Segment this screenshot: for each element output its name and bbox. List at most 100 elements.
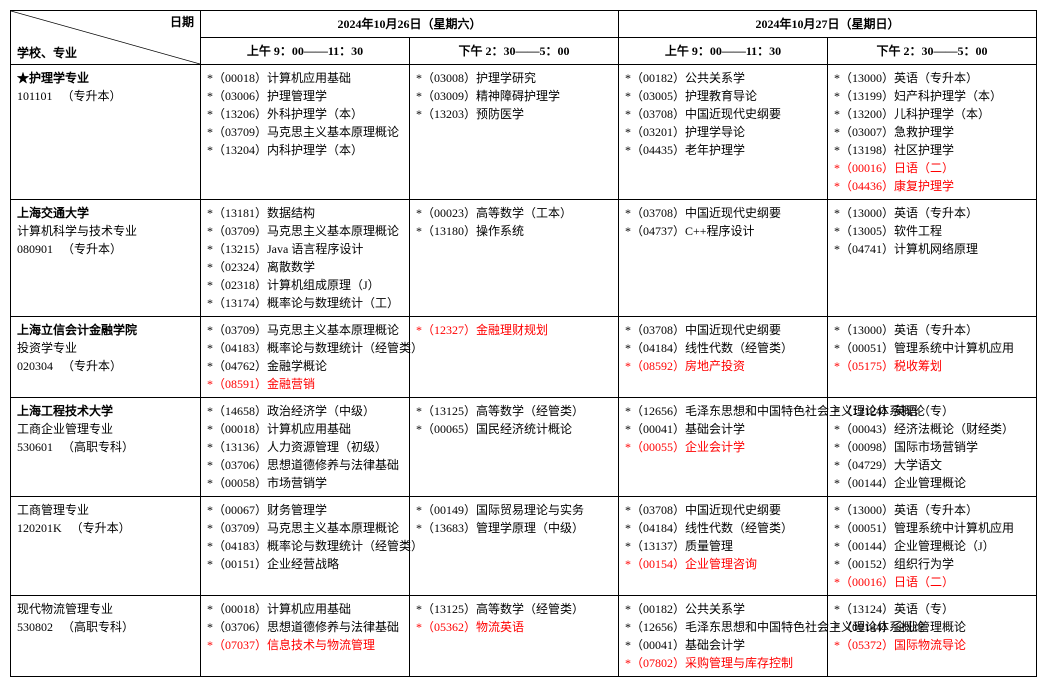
course-item: *（00018）计算机应用基础 (207, 600, 403, 618)
course-item: *（03007）急救护理学 (834, 123, 1030, 141)
course-item: *（03009）精神障碍护理学 (416, 87, 612, 105)
course-item: *（03006）护理管理学 (207, 87, 403, 105)
course-item: *（13000）英语（专升本） (834, 69, 1030, 87)
course-item: *（07802）采购管理与库存控制 (625, 654, 821, 672)
course-item: *（00182）公共关系学 (625, 600, 821, 618)
header-d2s1: 上午 9：00——11：30 (619, 38, 828, 65)
course-item: *（04184）线性代数（经管类） (625, 519, 821, 537)
course-item: *（13204）内科护理学（本） (207, 141, 403, 159)
course-item: *（00023）高等数学（工本） (416, 204, 612, 222)
course-item: *（00058）市场营销学 (207, 474, 403, 492)
course-item: *（12327）金融理财规划 (416, 321, 612, 339)
schedule-body: ★护理学专业101101 （专升本）*（00018）计算机应用基础*（03006… (11, 65, 1037, 677)
course-item: *（03706）思想道德修养与法律基础 (207, 456, 403, 474)
course-item: *（04737）C++程序设计 (625, 222, 821, 240)
major-info: 工商管理专业 (17, 501, 194, 519)
course-item: *（08592）房地产投资 (625, 357, 821, 375)
slot-d2s1: *（03708）中国近现代史纲要*（04184）线性代数（经管类）*（08592… (619, 317, 828, 398)
course-item: *（00067）财务管理学 (207, 501, 403, 519)
course-item: *（00055）企业会计学 (625, 438, 821, 456)
course-item: *（13000）英语（专升本） (834, 204, 1030, 222)
course-item: *（00018）计算机应用基础 (207, 420, 403, 438)
course-item: *（13124）英语（专） (834, 402, 1030, 420)
slot-d1s2: *（13125）高等数学（经管类）*（00065）国民经济统计概论 (410, 398, 619, 497)
course-item: *（00152）组织行为学 (834, 555, 1030, 573)
slot-d2s1: *（00182）公共关系学*（03005）护理教育导论*（03708）中国近现代… (619, 65, 828, 200)
course-item: *（03709）马克思主义基本原理概论 (207, 123, 403, 141)
school-cell: 上海立信会计金融学院投资学专业020304 （专升本） (11, 317, 201, 398)
course-item: *（00144）企业管理概论 (834, 474, 1030, 492)
table-row: 上海交通大学计算机科学与技术专业080901 （专升本）*（13181）数据结构… (11, 200, 1037, 317)
slot-d1s2: *（00149）国际贸易理论与实务*（13683）管理学原理（中级） (410, 497, 619, 596)
slot-d2s2: *（13124）英语（专）*（00043）经济法概论（财经类）*（00098）国… (828, 398, 1037, 497)
course-item: *（13683）管理学原理（中级） (416, 519, 612, 537)
course-item: *（03708）中国近现代史纲要 (625, 501, 821, 519)
course-item: *（03201）护理学导论 (625, 123, 821, 141)
diagonal-header: 日期 学校、专业 (11, 11, 201, 65)
school-name: 上海工程技术大学 (17, 402, 194, 420)
course-item: *（03708）中国近现代史纲要 (625, 321, 821, 339)
major-info: 020304 （专升本） (17, 357, 194, 375)
course-item: *（14658）政治经济学（中级） (207, 402, 403, 420)
course-item: *（13136）人力资源管理（初级） (207, 438, 403, 456)
major-info: 现代物流管理专业 (17, 600, 194, 618)
course-item: *（13215）Java 语言程序设计 (207, 240, 403, 258)
header-d1s1: 上午 9：00——11：30 (201, 38, 410, 65)
table-row: 上海工程技术大学工商企业管理专业530601 （高职专科） *（14658）政治经… (11, 398, 1037, 497)
school-cell: 上海工程技术大学工商企业管理专业530601 （高职专科） (11, 398, 201, 497)
course-item: *（03709）马克思主义基本原理概论 (207, 321, 403, 339)
course-item: *（08591）金融营销 (207, 375, 403, 393)
major-info: 投资学专业 (17, 339, 194, 357)
course-item: *（03706）思想道德修养与法律基础 (207, 618, 403, 636)
table-row: 上海立信会计金融学院投资学专业020304 （专升本）*（03709）马克思主义… (11, 317, 1037, 398)
slot-d2s1: *（03708）中国近现代史纲要*（04737）C++程序设计 (619, 200, 828, 317)
course-item: *（13206）外科护理学（本） (207, 105, 403, 123)
course-item: *（04184）线性代数（经管类） (625, 339, 821, 357)
school-cell: 工商管理专业120201K （专升本） (11, 497, 201, 596)
course-item: *（13137）质量管理 (625, 537, 821, 555)
course-item: *（00154）企业管理咨询 (625, 555, 821, 573)
slot-d2s1: *（03708）中国近现代史纲要*（04184）线性代数（经管类）*（13137… (619, 497, 828, 596)
header-date-label: 日期 (170, 13, 194, 31)
slot-d1s1: *（13181）数据结构*（03709）马克思主义基本原理概论*（13215）J… (201, 200, 410, 317)
course-item: *（12656）毛泽东思想和中国特色社会主义理论体系概论 (625, 402, 821, 420)
course-item: *（03709）马克思主义基本原理概论 (207, 519, 403, 537)
course-item: *（00018）计算机应用基础 (207, 69, 403, 87)
course-item: *（00149）国际贸易理论与实务 (416, 501, 612, 519)
major-info: 530601 （高职专科） (17, 438, 194, 456)
course-item: *（04436）康复护理学 (834, 177, 1030, 195)
slot-d1s2: *（13125）高等数学（经管类）*（05362）物流英语 (410, 596, 619, 677)
course-item: *（13198）社区护理学 (834, 141, 1030, 159)
table-row: 现代物流管理专业530802 （高职专科） *（00018）计算机应用基础*（03… (11, 596, 1037, 677)
header-d2s2: 下午 2：30——5：00 (828, 38, 1037, 65)
course-item: *（07037）信息技术与物流管理 (207, 636, 403, 654)
major-info: 101101 （专升本） (17, 87, 194, 105)
slot-d2s1: *（00182）公共关系学*（12656）毛泽东思想和中国特色社会主义理论体系概… (619, 596, 828, 677)
school-name: 上海立信会计金融学院 (17, 321, 194, 339)
course-item: *（00065）国民经济统计概论 (416, 420, 612, 438)
course-item: *（00144）企业管理概论 (834, 618, 1030, 636)
course-item: *（03005）护理教育导论 (625, 87, 821, 105)
school-name: ★护理学专业 (17, 69, 194, 87)
slot-d2s1: *（12656）毛泽东思想和中国特色社会主义理论体系概论*（00041）基础会计… (619, 398, 828, 497)
course-item: *（00043）经济法概论（财经类） (834, 420, 1030, 438)
course-item: *（13125）高等数学（经管类） (416, 600, 612, 618)
course-item: *（03008）护理学研究 (416, 69, 612, 87)
header-day2: 2024年10月27日（星期日） (619, 11, 1037, 38)
course-item: *（00016）日语（二） (834, 573, 1030, 591)
course-item: *（00041）基础会计学 (625, 420, 821, 438)
course-item: *（00182）公共关系学 (625, 69, 821, 87)
course-item: *（13124）英语（专） (834, 600, 1030, 618)
course-item: *（00098）国际市场营销学 (834, 438, 1030, 456)
course-item: *（00051）管理系统中计算机应用 (834, 339, 1030, 357)
course-item: *（04435）老年护理学 (625, 141, 821, 159)
slot-d1s1: *（03709）马克思主义基本原理概论*（04183）概率论与数理统计（经管类）… (201, 317, 410, 398)
course-item: *（02324）离散数学 (207, 258, 403, 276)
course-item: *（03708）中国近现代史纲要 (625, 204, 821, 222)
major-info: 530802 （高职专科） (17, 618, 194, 636)
course-item: *（04729）大学语文 (834, 456, 1030, 474)
course-item: *（05175）税收筹划 (834, 357, 1030, 375)
course-item: *（00016）日语（二） (834, 159, 1030, 177)
course-item: *（00041）基础会计学 (625, 636, 821, 654)
course-item: *（13125）高等数学（经管类） (416, 402, 612, 420)
